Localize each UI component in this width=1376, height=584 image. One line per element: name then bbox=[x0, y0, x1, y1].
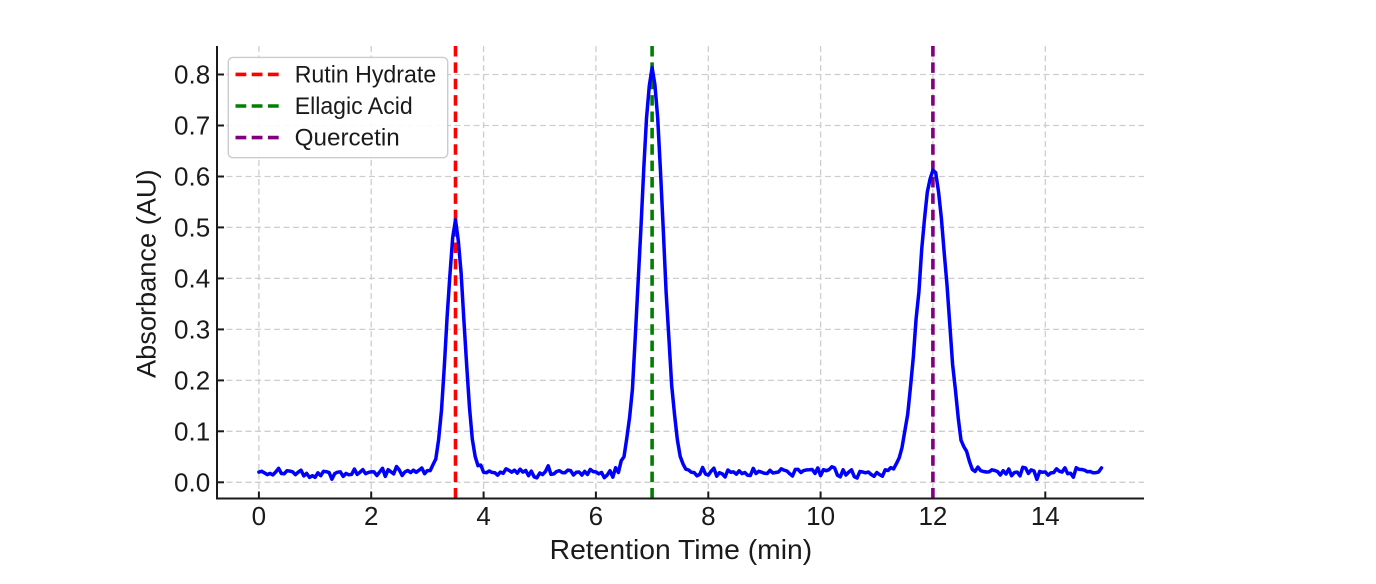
svg-text:14: 14 bbox=[1031, 501, 1060, 531]
svg-text:0.4: 0.4 bbox=[174, 263, 210, 293]
svg-text:0.7: 0.7 bbox=[174, 111, 210, 141]
svg-text:0.8: 0.8 bbox=[174, 60, 210, 90]
svg-text:Rutin Hydrate: Rutin Hydrate bbox=[295, 61, 437, 88]
svg-text:8: 8 bbox=[701, 501, 715, 531]
svg-text:0.2: 0.2 bbox=[174, 365, 210, 395]
svg-text:2: 2 bbox=[364, 501, 378, 531]
svg-text:Absorbance (AU): Absorbance (AU) bbox=[132, 169, 162, 378]
svg-text:0.0: 0.0 bbox=[174, 467, 210, 497]
svg-text:12: 12 bbox=[918, 501, 947, 531]
svg-text:0.3: 0.3 bbox=[174, 314, 210, 344]
svg-text:6: 6 bbox=[589, 501, 603, 531]
svg-text:Retention Time (min): Retention Time (min) bbox=[550, 534, 813, 565]
svg-text:Quercetin: Quercetin bbox=[295, 125, 400, 152]
svg-text:0: 0 bbox=[252, 501, 266, 531]
svg-text:Ellagic Acid: Ellagic Acid bbox=[295, 93, 413, 120]
svg-text:4: 4 bbox=[476, 501, 490, 531]
svg-text:10: 10 bbox=[806, 501, 835, 531]
svg-text:0.5: 0.5 bbox=[174, 212, 210, 242]
svg-text:0.1: 0.1 bbox=[174, 416, 210, 446]
svg-text:0.6: 0.6 bbox=[174, 162, 210, 192]
